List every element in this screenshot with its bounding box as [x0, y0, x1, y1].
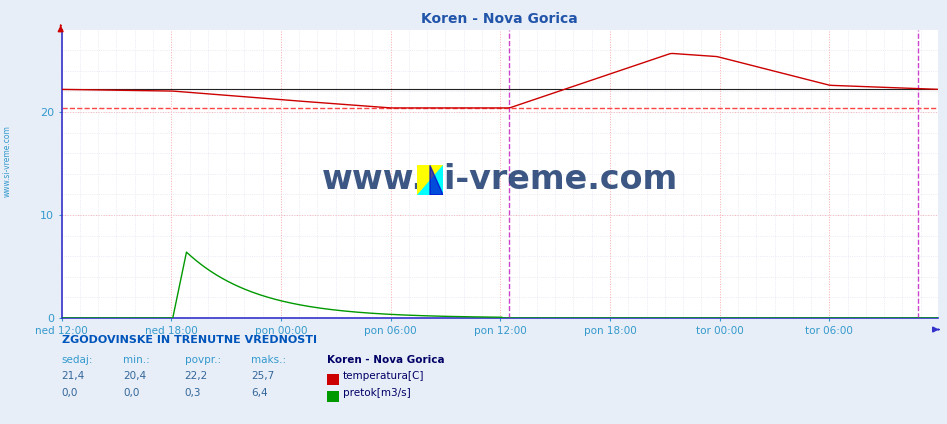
Text: 20,4: 20,4 — [123, 371, 146, 382]
Text: 6,4: 6,4 — [251, 388, 268, 399]
Polygon shape — [430, 165, 443, 195]
Text: temperatura[C]: temperatura[C] — [343, 371, 424, 382]
Text: www.si-vreme.com: www.si-vreme.com — [3, 125, 12, 197]
Text: Koren - Nova Gorica: Koren - Nova Gorica — [327, 354, 444, 365]
Text: 0,0: 0,0 — [62, 388, 78, 399]
Text: sedaj:: sedaj: — [62, 354, 93, 365]
Text: 21,4: 21,4 — [62, 371, 85, 382]
Text: 0,3: 0,3 — [185, 388, 201, 399]
Text: ZGODOVINSKE IN TRENUTNE VREDNOSTI: ZGODOVINSKE IN TRENUTNE VREDNOSTI — [62, 335, 316, 346]
Text: min.:: min.: — [123, 354, 150, 365]
Text: 0,0: 0,0 — [123, 388, 139, 399]
Title: Koren - Nova Gorica: Koren - Nova Gorica — [421, 12, 578, 26]
Text: www.si-vreme.com: www.si-vreme.com — [321, 163, 678, 196]
Text: 22,2: 22,2 — [185, 371, 208, 382]
Text: pretok[m3/s]: pretok[m3/s] — [343, 388, 411, 399]
Text: maks.:: maks.: — [251, 354, 286, 365]
Text: 25,7: 25,7 — [251, 371, 275, 382]
Text: povpr.:: povpr.: — [185, 354, 221, 365]
Polygon shape — [417, 165, 443, 195]
Polygon shape — [417, 165, 443, 195]
